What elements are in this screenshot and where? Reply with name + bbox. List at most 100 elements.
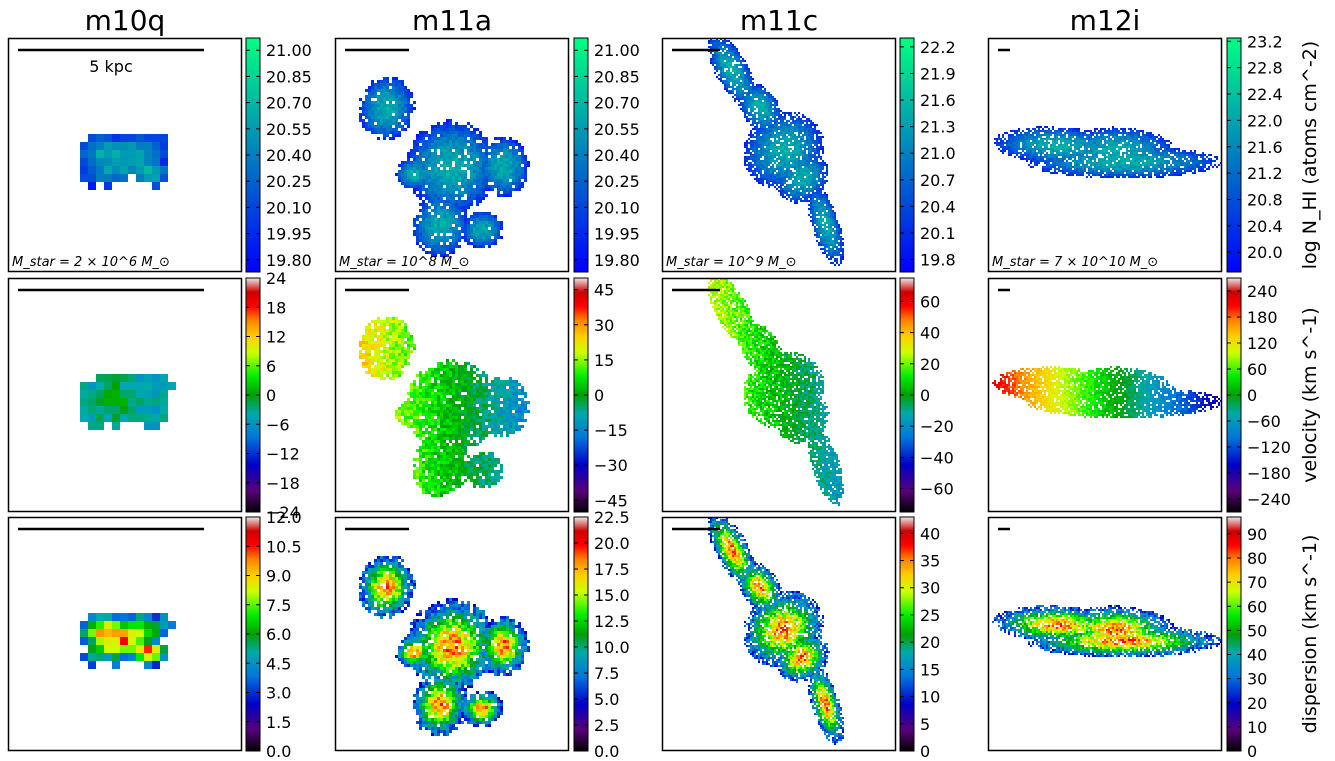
colorbar-tick-label: 30 <box>594 316 614 335</box>
colorbar-tick-label: 50 <box>1247 621 1267 640</box>
colorbar-tick-label: 0 <box>1247 386 1257 405</box>
colorbar-tick-label: 24 <box>266 269 286 288</box>
colorbar-column-density-m11a: 21.0020.8520.7020.5520.4020.2520.1019.95… <box>574 38 640 272</box>
colorbar-dispersion-m11a: 22.520.017.515.012.510.07.55.02.50.0 <box>574 508 630 757</box>
colorbar-tick-label: 5.0 <box>594 690 619 709</box>
colorbar-tick-label: −40 <box>920 448 954 467</box>
map-pixels <box>80 374 176 430</box>
panel-velocity-m11a <box>335 278 569 512</box>
colorbar-tick-label: 240 <box>1247 282 1278 301</box>
colorbar-tick-label: 45 <box>594 281 614 300</box>
colorbar-tick-label: 15 <box>594 351 614 370</box>
colorbar-tick-label: 10 <box>1247 718 1267 737</box>
colorbar-tick-label: 19.8 <box>920 251 956 270</box>
colorbar-tick-label: 21.00 <box>266 41 312 60</box>
colorbar-tick-label: 35 <box>920 552 940 571</box>
colorbar-tick-label: 20.4 <box>1247 217 1283 236</box>
colorbar-tick-label: −30 <box>594 456 628 475</box>
colorbar-tick-label: 0 <box>1247 742 1257 757</box>
colorbar-tick-label: 20.70 <box>594 94 640 113</box>
colorbar-tick-label: 18 <box>266 298 286 317</box>
colorbar-tick-label: 60 <box>1247 597 1267 616</box>
column-title-m11a: m11a <box>412 4 492 37</box>
stellar-mass-label: M_star = 7 × 10^10 M_⊙ <box>992 255 1158 270</box>
colorbar-tick-label: 20.85 <box>594 67 640 86</box>
colorbar-tick-label: −60 <box>920 480 954 499</box>
colorbar-tick-label: 20.70 <box>266 94 312 113</box>
panel-column-density-m12i: M_star = 7 × 10^10 M_⊙ <box>988 38 1222 272</box>
colorbar-tick-label: 90 <box>1247 525 1267 544</box>
colorbar-tick-label: 12 <box>266 328 286 347</box>
colorbar-tick-label: 20 <box>1247 694 1267 713</box>
colorbar-tick-label: 40 <box>920 524 940 543</box>
colorbar-tick-label: 0.0 <box>594 742 619 757</box>
colorbar-tick-label: 6 <box>266 357 276 376</box>
colorbar-velocity-m11c: 60 40 20 0 −20 −40 −60 <box>900 278 954 512</box>
colorbar-tick-label: 5 <box>920 715 930 734</box>
colorbar-tick-label: 15.0 <box>594 586 630 605</box>
panel-velocity-m10q <box>8 278 242 512</box>
panel-column-density-m11a: M_star = 10^8 M_⊙ <box>335 38 569 272</box>
colorbar-tick-label: 20.4 <box>920 197 956 216</box>
colorbar-tick-label: 22.5 <box>594 508 630 527</box>
colorbar-tick-label: 20.7 <box>920 171 956 190</box>
scale-bar-label: 5 kpc <box>89 57 132 76</box>
colorbar-tick-label: 12.5 <box>594 612 630 631</box>
colorbar-tick-label: 20.10 <box>594 198 640 217</box>
colorbar-tick-label: 22.0 <box>1247 111 1283 130</box>
colorbar-tick-label: 19.80 <box>594 251 640 270</box>
colorbar-tick-label: 10.5 <box>266 537 302 556</box>
colorbar-tick-label: 20 <box>920 355 940 374</box>
panel-velocity-m11c <box>662 278 896 512</box>
colorbar-tick-label: 60 <box>1247 360 1267 379</box>
colorbar-tick-label: 21.6 <box>920 91 956 110</box>
colorbar-tick-label: 20.25 <box>266 172 312 191</box>
colorbar-tick-label: −18 <box>266 474 300 493</box>
row-colorbar-label-dispersion: dispersion (km s^-1) <box>1299 535 1321 734</box>
colorbar-tick-label: 4.5 <box>266 654 291 673</box>
colorbar-tick-label: 40 <box>920 324 940 343</box>
colorbar-tick-label: 3.0 <box>266 684 291 703</box>
colorbar-tick-label: 0 <box>920 742 930 757</box>
colorbar-tick-label: 0 <box>266 386 276 405</box>
panel-column-density-m11c: M_star = 10^9 M_⊙ <box>662 38 896 272</box>
column-title-m11c: m11c <box>740 4 818 37</box>
colorbar-tick-label: 21.2 <box>1247 164 1283 183</box>
colorbar-tick-label: 20.10 <box>266 198 312 217</box>
colorbar-tick-label: 2.5 <box>594 716 619 735</box>
colorbar-tick-label: 9.0 <box>266 567 291 586</box>
colorbar-tick-label: 10.0 <box>594 638 630 657</box>
colorbar-tick-label: 60 <box>920 292 940 311</box>
colorbar-tick-label: 12.0 <box>266 508 302 527</box>
colorbar-tick-label: 22.4 <box>1247 85 1283 104</box>
panel-dispersion-m10q <box>8 517 242 751</box>
colorbar-tick-label: 80 <box>1247 549 1267 568</box>
colorbar-tick-label: 21.0 <box>920 144 956 163</box>
colorbar-tick-label: 17.5 <box>594 560 630 579</box>
colorbar-tick-label: 40 <box>1247 646 1267 665</box>
colorbar-tick-label: −120 <box>1247 438 1291 457</box>
colorbar-tick-label: 22.2 <box>920 38 956 57</box>
colorbar-column-density-m11c: 22.221.921.621.321.020.720.420.119.8 <box>900 38 956 272</box>
colorbar-tick-label: 19.80 <box>266 251 312 270</box>
colorbar-tick-label: 180 <box>1247 308 1278 327</box>
colorbar-tick-label: 7.5 <box>266 596 291 615</box>
panel-velocity-m12i <box>988 278 1222 512</box>
column-title-m12i: m12i <box>1070 4 1141 37</box>
colorbar-tick-label: 20.1 <box>920 224 956 243</box>
colorbar-tick-label: 21.3 <box>920 118 956 137</box>
colorbar-tick-label: 1.5 <box>266 713 291 732</box>
row-colorbar-label-velocity: velocity (km s^-1) <box>1299 307 1321 482</box>
colorbar-tick-label: 19.95 <box>266 225 312 244</box>
colorbar-tick-label: −20 <box>920 417 954 436</box>
panel-dispersion-m11c <box>662 517 896 751</box>
colorbar-tick-label: 20.40 <box>266 146 312 165</box>
colorbar-tick-label: 0 <box>920 386 930 405</box>
colorbar-tick-label: −15 <box>594 421 628 440</box>
colorbar-tick-label: 23.2 <box>1247 32 1283 51</box>
